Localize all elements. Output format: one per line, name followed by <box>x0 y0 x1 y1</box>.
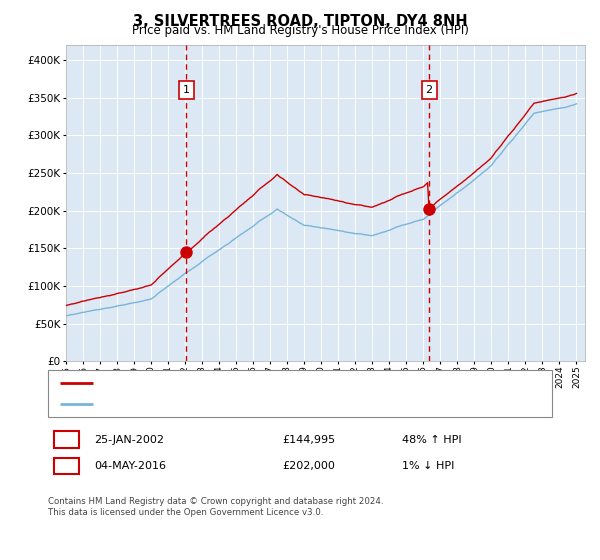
Text: £202,000: £202,000 <box>282 461 335 471</box>
Text: 3, SILVERTREES ROAD, TIPTON, DY4 8NH (detached house): 3, SILVERTREES ROAD, TIPTON, DY4 8NH (de… <box>102 378 407 388</box>
Text: 1: 1 <box>63 433 70 446</box>
Text: 1: 1 <box>183 85 190 95</box>
Text: 1% ↓ HPI: 1% ↓ HPI <box>402 461 454 471</box>
Text: HPI: Average price, detached house, Sandwell: HPI: Average price, detached house, Sand… <box>102 399 342 409</box>
Text: Contains HM Land Registry data © Crown copyright and database right 2024.: Contains HM Land Registry data © Crown c… <box>48 497 383 506</box>
Text: Price paid vs. HM Land Registry's House Price Index (HPI): Price paid vs. HM Land Registry's House … <box>131 24 469 37</box>
Text: 48% ↑ HPI: 48% ↑ HPI <box>402 435 461 445</box>
Text: 2: 2 <box>63 459 70 473</box>
Text: This data is licensed under the Open Government Licence v3.0.: This data is licensed under the Open Gov… <box>48 508 323 517</box>
Text: £144,995: £144,995 <box>282 435 335 445</box>
Text: 04-MAY-2016: 04-MAY-2016 <box>94 461 166 471</box>
Text: 25-JAN-2002: 25-JAN-2002 <box>94 435 164 445</box>
Text: 2: 2 <box>425 85 433 95</box>
Text: 3, SILVERTREES ROAD, TIPTON, DY4 8NH: 3, SILVERTREES ROAD, TIPTON, DY4 8NH <box>133 14 467 29</box>
